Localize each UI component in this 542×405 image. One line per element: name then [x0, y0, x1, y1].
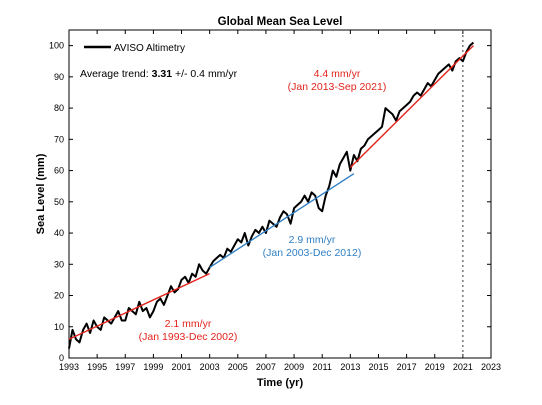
series-line-aviso-altimetry [68, 41, 475, 349]
y-tick-label: 50 [54, 197, 64, 207]
trend-period-label-2: (Jan 2003-Dec 2012) [263, 247, 362, 259]
plot-lines [68, 30, 475, 358]
y-axis-label: Sea Level (mm) [35, 153, 47, 234]
trend-period-label-3: (Jan 2013-Sep 2021) [288, 81, 387, 93]
x-tick-label: 2023 [481, 362, 501, 372]
x-tick-label: 2003 [200, 362, 220, 372]
y-tick-label: 100 [49, 41, 64, 51]
x-axis-label: Time (yr) [257, 377, 304, 389]
x-tick-label: 2019 [425, 362, 445, 372]
trend-rate-label-1: 2.1 mm/yr [165, 318, 212, 330]
average-trend-text: Average trend: 3.31 +/- 0.4 mm/yr [80, 68, 238, 80]
x-tick-label: 1999 [143, 362, 163, 372]
x-tick-label: 2011 [313, 362, 332, 372]
axis-ticks: 1993 1995 1997 1999 2001 2003 2005 2007 2009 2011… [49, 30, 501, 372]
average-trend-prefix: Average trend: [80, 68, 152, 80]
y-tick-label: 40 [54, 228, 64, 238]
legend: AVISO Altimetry [84, 43, 185, 54]
x-tick-label: 2009 [284, 362, 304, 372]
x-tick-label: 2007 [256, 362, 276, 372]
chart-title: Global Mean Sea Level [218, 16, 343, 28]
x-tick-label: 2001 [172, 362, 192, 372]
trend-annotations: 2.1 mm/yr(Jan 1993-Dec 2002)2.9 mm/yr(Ja… [139, 68, 387, 343]
trend-rate-label-2: 2.9 mm/yr [289, 234, 336, 246]
y-tick-label: 60 [54, 166, 64, 176]
y-tick-label: 80 [54, 103, 64, 113]
x-tick-label: 2021 [453, 362, 473, 372]
trend-line-1 [68, 273, 210, 340]
trend-rate-label-3: 4.4 mm/yr [314, 68, 361, 80]
y-tick-label: 20 [54, 291, 64, 301]
y-tick-label: 70 [54, 134, 64, 144]
x-tick-label: 1997 [115, 362, 135, 372]
y-tick-label: 10 [54, 322, 64, 332]
x-tick-label: 2017 [397, 362, 417, 372]
x-tick-label: 2013 [340, 362, 360, 372]
y-tick-label: 30 [54, 259, 64, 269]
x-tick-label: 2005 [228, 362, 248, 372]
y-tick-label: 90 [54, 72, 64, 82]
plot-area [68, 29, 492, 359]
legend-label: AVISO Altimetry [114, 43, 185, 54]
average-trend-suffix: +/- 0.4 mm/yr [172, 68, 238, 80]
x-tick-label: 1995 [87, 362, 107, 372]
x-tick-label: 2015 [368, 362, 388, 372]
trend-line-3 [349, 45, 474, 168]
x-tick-label: 1993 [59, 362, 79, 372]
trend-line-2 [209, 173, 355, 268]
trend-period-label-1: (Jan 1993-Dec 2002) [139, 331, 238, 343]
y-tick-label: 0 [59, 353, 64, 363]
average-trend-value: 3.31 [152, 68, 173, 80]
